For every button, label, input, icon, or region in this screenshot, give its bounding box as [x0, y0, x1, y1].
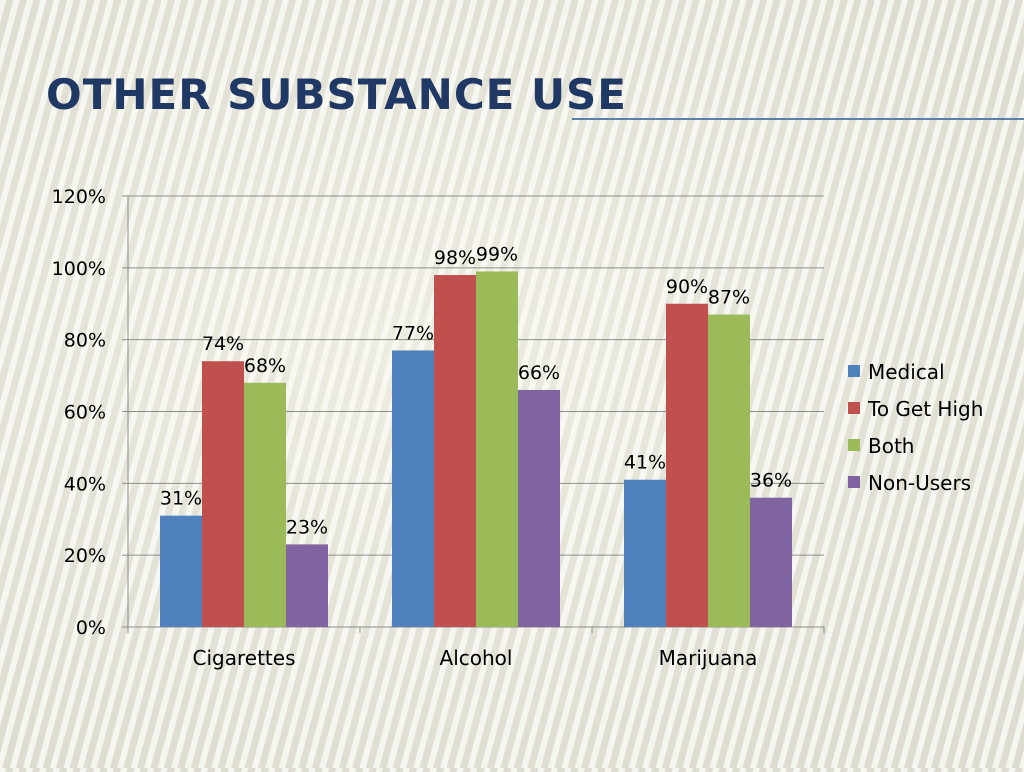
data-label: 66%: [518, 362, 560, 384]
data-label: 41%: [624, 452, 666, 474]
x-tick-label: Alcohol: [440, 646, 513, 670]
slide-title: Other Substance Use: [46, 70, 627, 119]
bar: [202, 361, 244, 627]
bar: [708, 314, 750, 627]
legend-swatch: [848, 365, 860, 377]
y-tick-label: 20%: [64, 545, 106, 567]
bar: [392, 350, 434, 627]
legend-swatch: [848, 439, 860, 451]
data-label: 98%: [434, 247, 476, 269]
data-label: 77%: [392, 322, 434, 344]
data-label: 68%: [244, 355, 286, 377]
y-tick-label: 40%: [64, 473, 106, 495]
data-label: 99%: [476, 243, 518, 265]
legend-swatch: [848, 476, 860, 488]
bar: [750, 497, 792, 627]
data-label: 23%: [286, 516, 328, 538]
x-tick-label: Cigarettes: [193, 646, 296, 670]
y-tick-label: 80%: [64, 330, 106, 352]
data-label: 87%: [708, 287, 750, 309]
data-label: 90%: [666, 276, 708, 298]
bar: [160, 515, 202, 627]
title-rule: [572, 118, 1024, 120]
y-tick-label: 60%: [64, 402, 106, 424]
legend-swatch: [848, 402, 860, 414]
bar: [476, 271, 518, 627]
data-label: 74%: [202, 333, 244, 355]
bar: [434, 275, 476, 627]
legend-label: Non-Users: [868, 471, 971, 495]
bar: [518, 389, 560, 627]
x-tick-label: Marijuana: [659, 646, 758, 670]
bar: [624, 479, 666, 627]
legend-label: Both: [868, 434, 914, 458]
bar: [244, 382, 286, 627]
data-label: 36%: [750, 470, 792, 492]
bar: [286, 544, 328, 627]
legend-label: Medical: [868, 360, 945, 384]
bar: [666, 303, 708, 627]
legend-label: To Get High: [867, 397, 983, 421]
data-label: 31%: [160, 488, 202, 510]
y-tick-label: 100%: [52, 258, 106, 280]
y-tick-label: 120%: [52, 186, 106, 208]
y-tick-label: 0%: [76, 617, 106, 639]
